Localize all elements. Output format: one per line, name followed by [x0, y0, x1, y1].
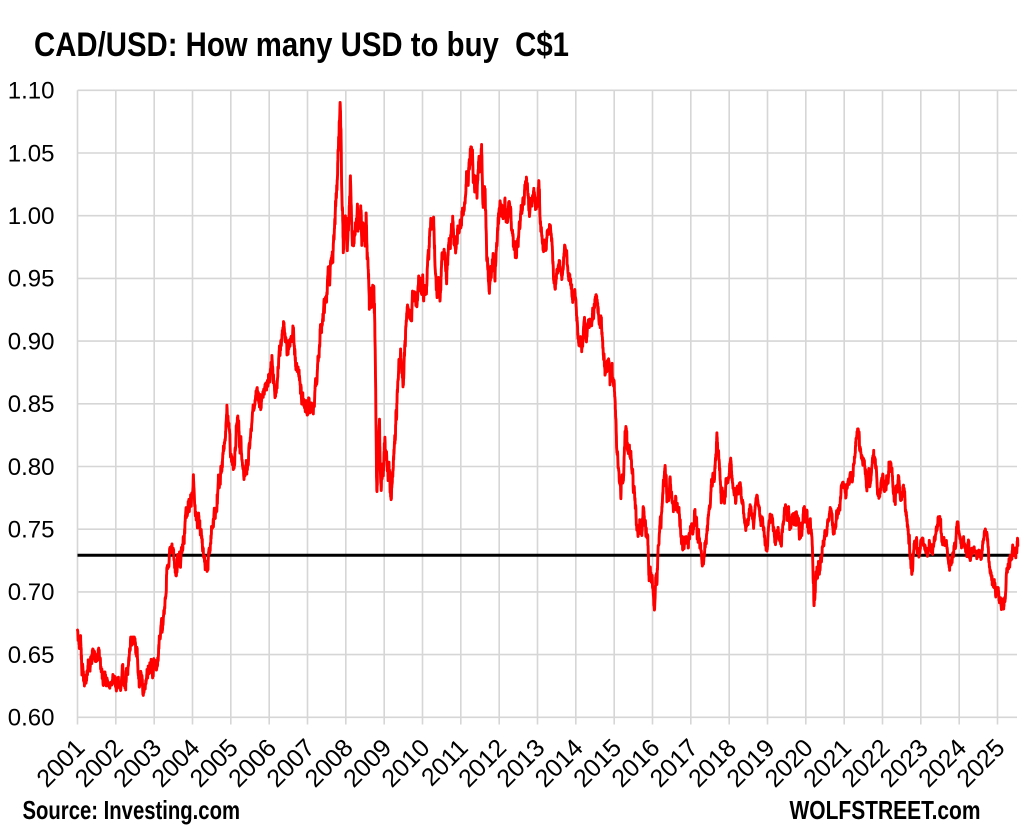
svg-text:0.85: 0.85 — [8, 391, 55, 418]
svg-text:0.65: 0.65 — [8, 642, 55, 669]
svg-text:0.90: 0.90 — [8, 328, 55, 355]
svg-text:0.75: 0.75 — [8, 517, 55, 544]
svg-text:0.95: 0.95 — [8, 266, 55, 293]
svg-text:CAD/USD: How many USD to buy: CAD/USD: How many USD to buy C$1 — [34, 26, 569, 64]
svg-text:WOLFSTREET.com: WOLFSTREET.com — [790, 795, 981, 825]
svg-text:1.00: 1.00 — [8, 203, 55, 230]
svg-text:0.70: 0.70 — [8, 579, 55, 606]
svg-text:1.10: 1.10 — [8, 78, 55, 105]
svg-text:1.05: 1.05 — [8, 140, 55, 167]
svg-text:0.60: 0.60 — [8, 705, 55, 732]
svg-text:Source: Investing.com: Source: Investing.com — [23, 795, 241, 825]
svg-text:0.80: 0.80 — [8, 454, 55, 481]
